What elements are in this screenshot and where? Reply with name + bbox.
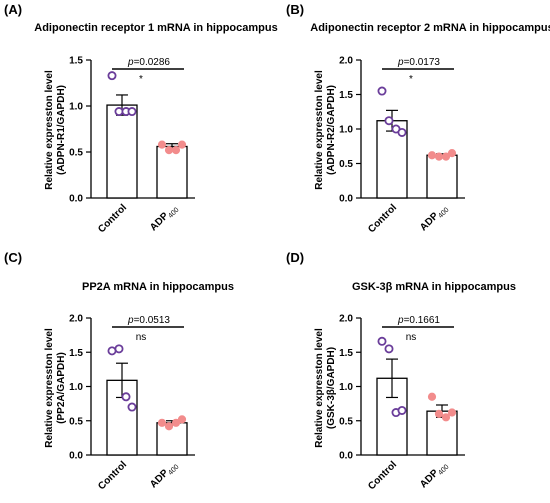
significance-marker: ns — [406, 332, 417, 343]
bar — [426, 154, 458, 199]
data-point — [107, 71, 117, 81]
data-point — [397, 127, 407, 137]
data-point — [384, 116, 394, 126]
y-axis-label-line1: Relative expresston level — [44, 328, 55, 448]
y-tick-label: 1.0 — [69, 382, 83, 393]
data-point — [164, 146, 174, 155]
data-point — [384, 344, 394, 354]
plot-area: 0.0 0.5 1.0 1.5 Control ADP400 p=0.0286 * — [69, 56, 195, 235]
panel-letter: (C) — [4, 250, 22, 265]
y-tick-label: 0.5 — [69, 416, 83, 427]
data-point — [377, 86, 387, 96]
y-tick-label: 2.0 — [339, 314, 353, 325]
data-point — [434, 152, 444, 161]
y-tick-label: 0.0 — [339, 451, 353, 462]
y-tick-label: 0.5 — [339, 416, 353, 427]
x-tick-label: ADP400 — [148, 459, 180, 491]
data-point — [171, 146, 181, 155]
x-tick-label: ADP400 — [148, 202, 180, 234]
data-point — [127, 107, 137, 117]
chart-title: GSK-3β mRNA in hippocampus — [352, 281, 516, 293]
plot-area: 0.0 0.5 1.0 1.5 2.0 Control ADP400 p=0.1661 ns — [339, 314, 465, 492]
data-point — [434, 409, 444, 418]
data-point — [157, 140, 167, 149]
x-tick-label: Control — [96, 202, 129, 235]
y-tick-label: 1.0 — [339, 382, 353, 393]
p-value-label: p=0.1661 — [397, 315, 440, 326]
y-axis-label-line2: (ADPN-R1/GAPDH) — [56, 85, 67, 175]
y-tick-label: 2.0 — [339, 56, 353, 67]
y-tick-label: 1.0 — [339, 125, 353, 136]
y-axis-label: Relative expresston level (ADPN-R1/GAPDH… — [44, 70, 67, 190]
y-axis-label-line1: Relative expresston level — [44, 70, 55, 190]
bar — [106, 104, 138, 199]
data-point — [441, 152, 451, 161]
data-point — [427, 392, 437, 401]
data-point — [171, 418, 181, 427]
y-axis-label-line2: (PP2A/GAPDH) — [56, 352, 67, 424]
x-tick-label: Control — [366, 459, 399, 492]
data-point — [177, 415, 187, 424]
y-tick-label: 0.5 — [69, 148, 83, 159]
plot-area: 0.0 0.5 1.0 1.5 2.0 Control ADP400 p=0.0173 * — [339, 56, 465, 235]
panel-c: (C) PP2A mRNA in hippocampus Relative ex… — [4, 250, 234, 492]
data-point — [427, 151, 437, 160]
p-value-label: p=0.0286 — [127, 57, 170, 68]
data-point — [397, 405, 407, 415]
y-axis-label-line2: (GSK-3β/GAPDH) — [326, 347, 337, 429]
y-tick-label: 1.5 — [69, 348, 83, 359]
y-axis-label: Relative expresston level (ADPN-R2/GAPDH… — [314, 70, 337, 190]
p-value-label: p=0.0513 — [127, 315, 170, 326]
data-point — [114, 344, 124, 354]
panel-letter: (B) — [286, 2, 304, 17]
significance-marker: * — [139, 74, 143, 85]
bar — [426, 410, 458, 456]
y-tick-label: 0.0 — [69, 451, 83, 462]
bar — [156, 145, 188, 199]
panel-d: (D) GSK-3β mRNA in hippocampus Relative … — [286, 250, 516, 492]
panel-letter: (D) — [286, 250, 304, 265]
y-axis-label: Relative expresston level (PP2A/GAPDH) — [44, 328, 67, 448]
x-tick-label: Control — [366, 202, 399, 235]
data-point — [157, 418, 167, 427]
data-point — [377, 336, 387, 346]
data-point — [177, 140, 187, 149]
y-tick-label: 1.0 — [69, 102, 83, 113]
x-tick-label: Control — [96, 459, 129, 492]
y-tick-label: 1.5 — [339, 90, 353, 101]
y-tick-label: 2.0 — [69, 314, 83, 325]
data-point — [441, 413, 451, 422]
data-point — [164, 422, 174, 431]
y-tick-label: 0.0 — [69, 194, 83, 205]
y-axis-label-line1: Relative expresston level — [314, 328, 325, 448]
x-tick-label: ADP400 — [418, 202, 450, 234]
y-tick-label: 1.5 — [69, 56, 83, 67]
data-point — [121, 392, 131, 402]
panel-b: (B) Adiponectin receptor 2 mRNA in hippo… — [286, 2, 550, 235]
panel-a: (A) Adiponectin receptor 1 mRNA in hippo… — [4, 2, 278, 235]
data-point — [107, 346, 117, 356]
chart-title: Adiponectin receptor 2 mRNA in hippocamp… — [310, 22, 550, 34]
panel-letter: (A) — [4, 2, 22, 17]
p-value-label: p=0.0173 — [397, 57, 440, 68]
y-axis-label-line1: Relative expresston level — [314, 70, 325, 190]
data-point — [127, 402, 137, 412]
data-point — [447, 408, 457, 417]
chart-title: PP2A mRNA in hippocampus — [82, 281, 234, 293]
x-tick-label: ADP400 — [418, 459, 450, 491]
y-tick-label: 1.5 — [339, 348, 353, 359]
significance-marker: * — [409, 74, 413, 85]
plot-area: 0.0 0.5 1.0 1.5 2.0 Control ADP400 p=0.0513 ns — [69, 314, 195, 492]
significance-marker: ns — [136, 332, 147, 343]
y-tick-label: 0.0 — [339, 194, 353, 205]
chart-title: Adiponectin receptor 1 mRNA in hippocamp… — [34, 22, 277, 34]
y-axis-label-line2: (ADPN-R2/GAPDH) — [326, 85, 337, 175]
data-point — [447, 149, 457, 158]
y-axis-label: Relative expresston level (GSK-3β/GAPDH) — [314, 328, 337, 448]
y-tick-label: 0.5 — [339, 159, 353, 170]
